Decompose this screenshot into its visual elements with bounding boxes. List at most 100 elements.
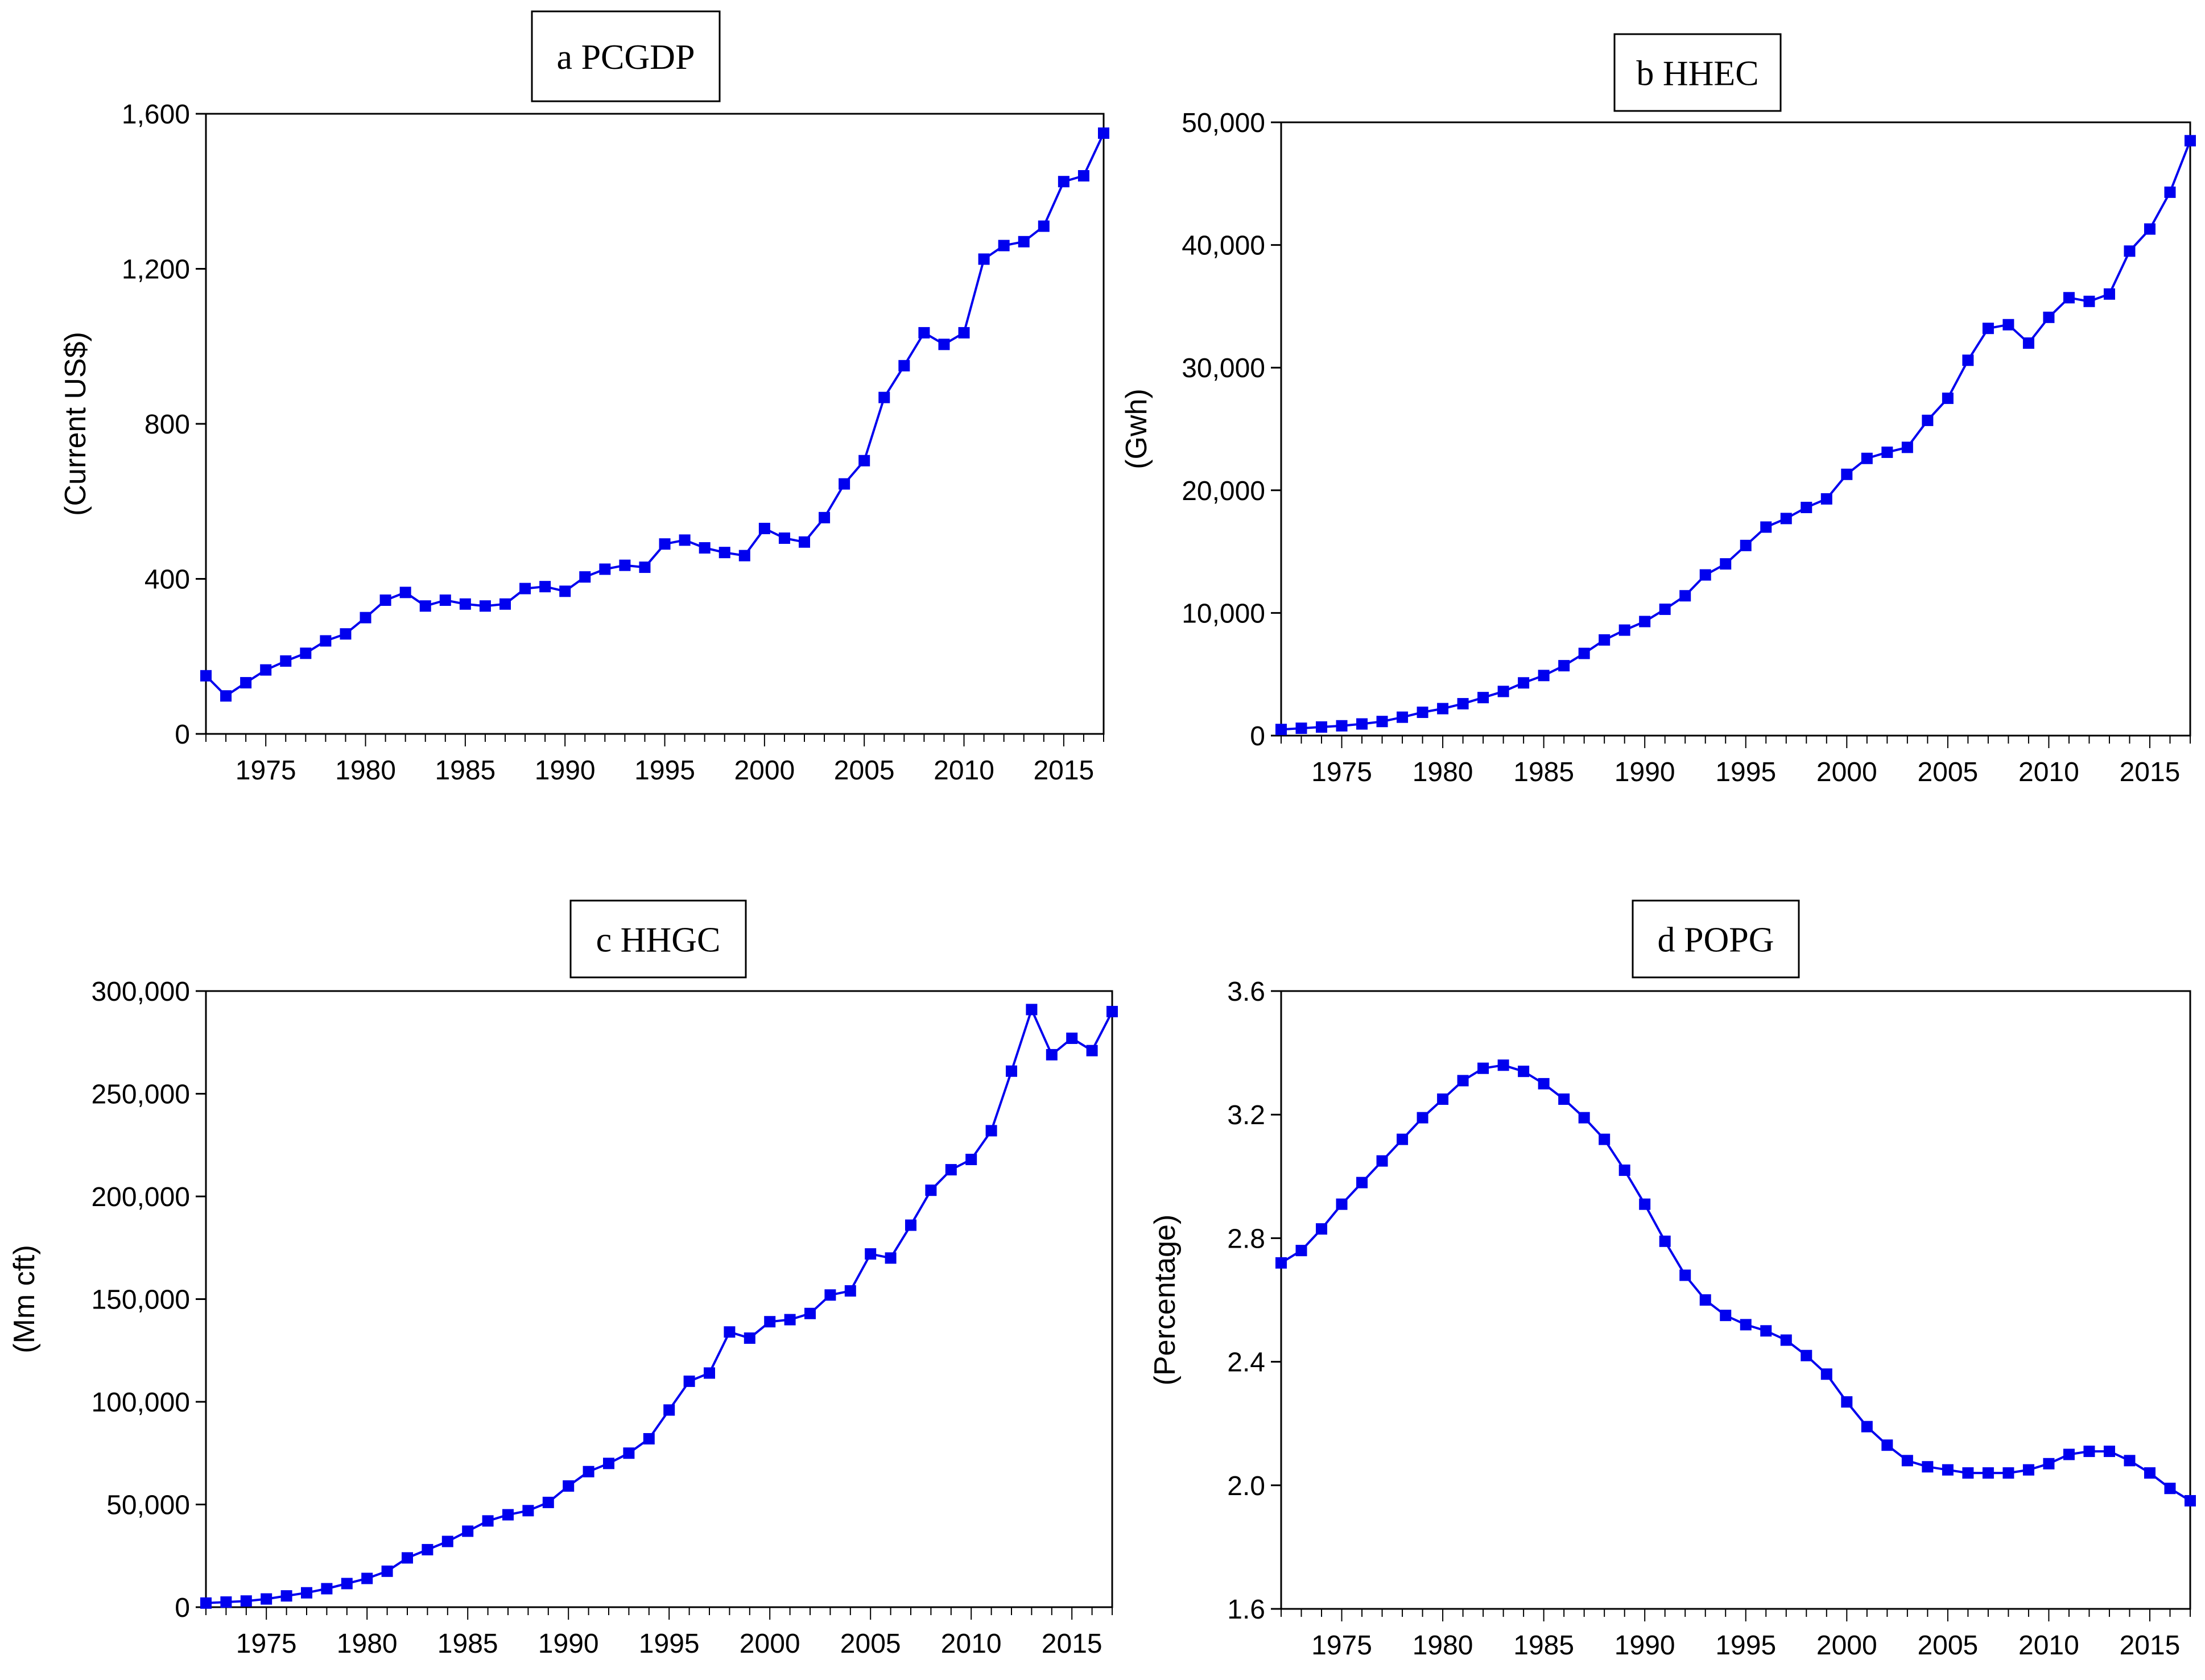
panel-b-data-point xyxy=(1740,539,1752,551)
panel-c-x-tick-label: 1975 xyxy=(236,1629,297,1659)
panel-c-data-point xyxy=(925,1184,937,1196)
panel-d-data-point xyxy=(2022,1464,2034,1476)
panel-b-data-point xyxy=(1497,686,1509,697)
panel-a-data-point xyxy=(280,655,292,667)
panel-a-x-tick-label: 1985 xyxy=(435,756,495,786)
panel-a-series-line xyxy=(205,133,1105,697)
panel-b-data-point xyxy=(2144,223,2156,235)
panel-c-data-point xyxy=(280,1590,292,1602)
panel-d-data-point xyxy=(1720,1310,1732,1322)
panel-c-data-point xyxy=(1046,1049,1058,1060)
panel-a-data-point xyxy=(539,581,551,593)
panel-c-data-point xyxy=(623,1447,635,1459)
panel-b-data-point xyxy=(1982,323,1994,335)
panel-b-data-point xyxy=(1760,521,1772,533)
panel-b-title-box xyxy=(1613,33,1782,112)
panel-c-data-point xyxy=(441,1535,453,1547)
panel-d-data-point xyxy=(1942,1464,1954,1476)
panel-a-x-tick-label: 1990 xyxy=(535,756,596,786)
panel-d-y-tick-label: 3.6 xyxy=(1227,977,1265,1007)
panel-c-data-point xyxy=(583,1466,594,1477)
panel-a-data-point xyxy=(360,612,371,624)
panel-b-y-axis-label: (Gwh) xyxy=(1120,389,1153,469)
panel-d-data-point xyxy=(1477,1062,1489,1074)
panel-b-data-point xyxy=(1801,501,1812,513)
panel-b-data-point xyxy=(1861,452,1873,464)
panel-d-data-point xyxy=(1740,1319,1752,1331)
panel-b-x-tick-label: 2015 xyxy=(2120,757,2181,787)
panel-a-data-point xyxy=(399,587,411,598)
panel-c-x-tick-label: 1980 xyxy=(337,1629,398,1659)
panel-d-data-point xyxy=(2043,1458,2055,1470)
panel-c-data-point xyxy=(1026,1004,1038,1016)
panel-b-data-point xyxy=(2185,135,2196,147)
panel-a-data-point xyxy=(1077,170,1089,181)
panel-a-data-point xyxy=(320,635,332,647)
panel-b-data-point xyxy=(2083,295,2095,307)
panel-b-data-point xyxy=(1599,634,1611,646)
panel-d-data-point xyxy=(1376,1155,1388,1167)
panel-c-data-point xyxy=(1086,1045,1098,1056)
panel-c-series-line xyxy=(205,1008,1113,1604)
panel-b-data-point xyxy=(2022,337,2034,349)
panel-b-x-tick-label: 1995 xyxy=(1715,757,1776,787)
panel-d-data-point xyxy=(1861,1421,1873,1433)
panel-d-y-axis-label: (Percentage) xyxy=(1149,1215,1182,1386)
panel-b-x-tick-label: 2000 xyxy=(1816,757,1877,787)
panel-c-data-point xyxy=(200,1597,212,1609)
panel-c-title: c HHGC xyxy=(596,921,721,960)
panel-a-data-point xyxy=(479,600,491,612)
panel-a-x-tick-label: 2000 xyxy=(734,756,795,786)
panel-d-data-point xyxy=(1437,1093,1449,1105)
panel-b-data-point xyxy=(1881,446,1893,458)
panel-c-data-point xyxy=(885,1252,897,1264)
panel-d-data-point xyxy=(1417,1112,1428,1124)
panel-c-data-point xyxy=(1066,1033,1078,1045)
panel-c-y-tick-label: 0 xyxy=(175,1593,190,1623)
panel-a-x-tick-label: 1980 xyxy=(335,756,396,786)
panel-a-x-tick-label: 1975 xyxy=(236,756,296,786)
panel-a-y-tick-label: 0 xyxy=(175,720,190,750)
panel-d-data-point xyxy=(1356,1177,1368,1188)
panel-c-data-point xyxy=(985,1125,997,1137)
panel-b-data-point xyxy=(1901,441,1913,453)
panel-b-data-point xyxy=(2124,245,2136,257)
panel-b-x-tick-label: 2005 xyxy=(1917,757,1978,787)
panel-c-data-point xyxy=(1006,1065,1017,1077)
panel-d: d POPG 1.6 2.0 2.4 2.8 3.2 3.6 1975 1980 1985 1990… xyxy=(1149,899,2196,1661)
panel-b-data-point xyxy=(2043,311,2055,323)
panel-a-data-point xyxy=(240,677,252,689)
panel-a-data-point xyxy=(1058,176,1070,188)
panel-a-x-tick-label: 2005 xyxy=(834,756,895,786)
panel-b-plot-frame xyxy=(1280,121,2191,737)
panel-d-data-point xyxy=(1558,1093,1570,1105)
panel-d-y-tick-label: 2.4 xyxy=(1227,1348,1265,1378)
panel-d-data-point xyxy=(2124,1455,2136,1467)
panel-d-data-point xyxy=(1922,1461,1934,1473)
panel-d-x-tick-label: 1990 xyxy=(1614,1631,1675,1661)
panel-c-data-point xyxy=(865,1248,877,1260)
panel-a-data-point xyxy=(839,478,850,490)
panel-d-plot-frame xyxy=(1280,990,2191,1610)
panel-c-data-point xyxy=(462,1525,474,1537)
panel-c: c HHGC 0 50,000 100,000 150,000 200,000 250,00… xyxy=(8,899,1118,1659)
panel-a-data-point xyxy=(340,628,352,640)
panel-d-data-point xyxy=(2002,1467,2014,1479)
panel-a-x-tick-label: 2015 xyxy=(1033,756,1094,786)
panel-b-data-point xyxy=(1922,414,1934,426)
panel-c-x-tick-label: 1995 xyxy=(639,1629,700,1659)
panel-a-data-point xyxy=(559,585,571,597)
panel-d-data-point xyxy=(1336,1198,1348,1210)
panel-a-data-point xyxy=(439,594,451,606)
panel-c-y-tick-label: 100,000 xyxy=(91,1388,190,1418)
panel-c-data-point xyxy=(563,1480,575,1492)
panel-b-data-point xyxy=(1538,670,1550,682)
panel-c-data-point xyxy=(744,1332,755,1344)
panel-d-data-point xyxy=(1820,1368,1832,1380)
panel-c-y-tick-label: 300,000 xyxy=(91,977,190,1007)
panel-c-data-point xyxy=(301,1587,312,1599)
panel-d-data-point xyxy=(1397,1133,1409,1145)
panel-d-data-point xyxy=(1497,1059,1509,1071)
